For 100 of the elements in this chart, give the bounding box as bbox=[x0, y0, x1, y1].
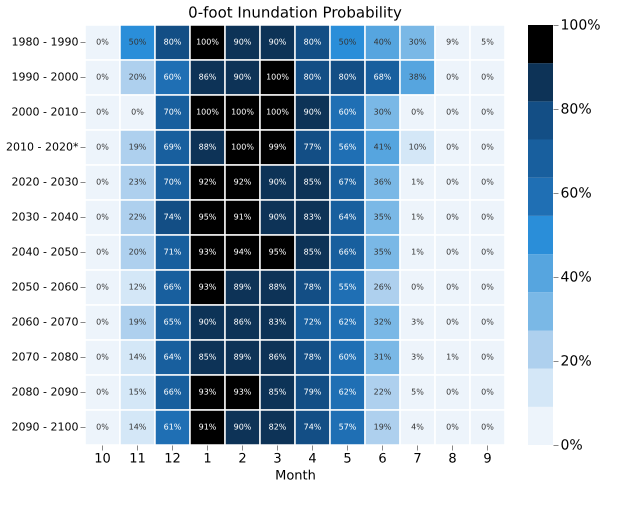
x-tick-label: 7 bbox=[413, 452, 422, 466]
data-label: 71% bbox=[164, 248, 182, 256]
x-axis-title: Month bbox=[275, 468, 316, 484]
data-label: 93% bbox=[234, 388, 252, 396]
data-label: 91% bbox=[234, 212, 252, 222]
data-label: 0% bbox=[446, 72, 460, 82]
data-label: 80% bbox=[304, 72, 322, 82]
data-label: 0% bbox=[481, 248, 494, 256]
data-label: 83% bbox=[268, 318, 287, 326]
data-label: 90% bbox=[234, 422, 252, 432]
data-label: 30% bbox=[408, 38, 427, 46]
data-label: 66% bbox=[164, 388, 182, 396]
data-label: 90% bbox=[268, 178, 287, 186]
data-label: 70% bbox=[164, 178, 182, 186]
data-label: 9% bbox=[446, 38, 460, 46]
data-label: 64% bbox=[164, 352, 182, 362]
y-tick-label: 2020 - 2030 bbox=[12, 176, 78, 188]
data-label: 0% bbox=[446, 178, 460, 186]
color-bar-label: 20% bbox=[560, 354, 592, 370]
y-tick-label: 2030 - 2040 bbox=[12, 210, 78, 224]
data-label: 3% bbox=[411, 352, 424, 362]
data-label: 100% bbox=[196, 108, 220, 116]
data-label: 1% bbox=[411, 212, 424, 222]
data-label: 0% bbox=[96, 142, 110, 152]
data-label: 10% bbox=[408, 142, 427, 152]
color-bar-label: 60% bbox=[560, 186, 592, 202]
data-label: 1% bbox=[411, 248, 424, 256]
color-bar-label: 0% bbox=[560, 438, 583, 454]
data-label: 1% bbox=[411, 178, 424, 186]
data-label: 90% bbox=[234, 72, 252, 82]
data-label: 85% bbox=[304, 248, 322, 256]
data-label: 40% bbox=[374, 38, 392, 46]
data-label: 0% bbox=[481, 318, 494, 326]
color-bar-label: 100% bbox=[560, 18, 601, 34]
y-tick-label: 2090 - 2100 bbox=[12, 420, 78, 434]
data-label: 88% bbox=[268, 282, 287, 292]
data-label: 0% bbox=[446, 212, 460, 222]
data-label: 0% bbox=[411, 282, 424, 292]
x-tick-label: 10 bbox=[94, 452, 111, 466]
x-tick-label: 11 bbox=[129, 452, 146, 466]
data-label: 19% bbox=[374, 422, 392, 432]
data-label: 67% bbox=[338, 178, 357, 186]
data-label: 90% bbox=[198, 318, 217, 326]
data-label: 0% bbox=[96, 318, 110, 326]
x-tick-label: 3 bbox=[273, 452, 282, 466]
data-label: 85% bbox=[198, 352, 217, 362]
data-label: 74% bbox=[304, 422, 322, 432]
y-tick-label: 2010 - 2020* bbox=[6, 140, 79, 154]
data-label: 5% bbox=[411, 388, 424, 396]
data-label: 99% bbox=[268, 142, 287, 152]
data-label: 14% bbox=[128, 422, 147, 432]
data-label: 90% bbox=[304, 108, 322, 116]
data-label: 30% bbox=[374, 108, 392, 116]
data-label: 20% bbox=[128, 248, 147, 256]
data-label: 61% bbox=[164, 422, 182, 432]
data-label: 19% bbox=[128, 142, 147, 152]
data-label: 0% bbox=[446, 108, 460, 116]
data-label: 78% bbox=[304, 352, 322, 362]
data-label: 72% bbox=[304, 318, 322, 326]
data-label: 82% bbox=[268, 422, 287, 432]
data-label: 0% bbox=[446, 318, 460, 326]
data-label: 69% bbox=[164, 142, 182, 152]
data-label: 23% bbox=[128, 178, 147, 186]
data-label: 55% bbox=[338, 282, 357, 292]
data-label: 0% bbox=[446, 388, 460, 396]
data-label: 0% bbox=[96, 108, 110, 116]
data-label: 62% bbox=[338, 318, 357, 326]
data-label: 83% bbox=[304, 212, 322, 222]
data-label: 92% bbox=[234, 178, 252, 186]
data-label: 0% bbox=[96, 38, 110, 46]
data-label: 90% bbox=[268, 38, 287, 46]
data-label: 62% bbox=[338, 388, 357, 396]
y-tick-label: 1990 - 2000 bbox=[12, 70, 78, 84]
data-label: 0% bbox=[481, 352, 494, 362]
data-label: 0% bbox=[446, 248, 460, 256]
y-tick-label: 2080 - 2090 bbox=[12, 386, 78, 398]
color-bar-label: 80% bbox=[560, 102, 592, 118]
data-label: 89% bbox=[234, 352, 252, 362]
data-label: 35% bbox=[374, 248, 392, 256]
data-label: 90% bbox=[234, 38, 252, 46]
data-label: 32% bbox=[374, 318, 392, 326]
data-label: 60% bbox=[164, 72, 182, 82]
x-tick-label: 1 bbox=[203, 452, 212, 466]
data-label: 0% bbox=[481, 282, 494, 292]
data-label: 1% bbox=[446, 352, 460, 362]
data-label: 0% bbox=[96, 248, 110, 256]
data-label: 93% bbox=[198, 388, 217, 396]
color-bar-label: 40% bbox=[560, 270, 592, 286]
data-label: 0% bbox=[96, 282, 110, 292]
data-label: 0% bbox=[481, 72, 494, 82]
data-label: 22% bbox=[374, 388, 392, 396]
data-label: 12% bbox=[128, 282, 147, 292]
data-label: 70% bbox=[164, 108, 182, 116]
data-label: 50% bbox=[128, 38, 147, 46]
data-label: 35% bbox=[374, 212, 392, 222]
data-label: 79% bbox=[304, 388, 322, 396]
data-label: 0% bbox=[96, 212, 110, 222]
data-label: 57% bbox=[338, 422, 357, 432]
data-label: 0% bbox=[481, 422, 494, 432]
data-label: 50% bbox=[338, 38, 357, 46]
